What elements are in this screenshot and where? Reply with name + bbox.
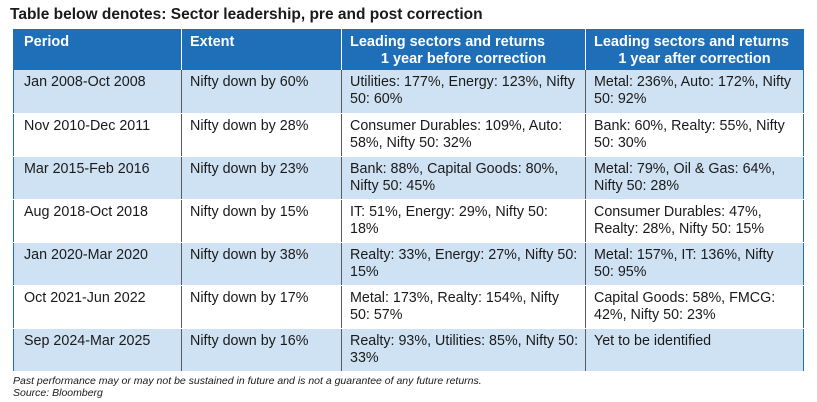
cell-after: Metal: 236%, Auto: 172%, Nifty 50: 92% (585, 70, 804, 114)
header-extent: Extent (181, 29, 342, 70)
source-text: Source: Bloomberg (13, 387, 103, 399)
header-after: Leading sectors and returns 1 year after … (585, 29, 804, 70)
header-period: Period (13, 29, 182, 70)
cell-extent: Nifty down by 16% (181, 328, 342, 372)
table-header-row: Period Extent Leading sectors and return… (13, 29, 804, 70)
cell-before: Metal: 173%, Realty: 154%, Nifty 50: 57% (341, 285, 586, 329)
cell-period: Jan 2020-Mar 2020 (13, 242, 182, 286)
cell-extent: Nifty down by 60% (181, 70, 342, 114)
table-row: Aug 2018-Oct 2018 Nifty down by 15% IT: 51… (13, 199, 804, 243)
table-row: Nov 2010-Dec 2011 Nifty down by 28% Consum… (13, 113, 804, 157)
table-row: Jan 2008-Oct 2008 Nifty down by 60% Utilit… (13, 70, 804, 114)
table-row: Sep 2024-Mar 2025 Nifty down by 16% Realty… (13, 328, 804, 372)
table-row: Mar 2015-Feb 2016 Nifty down by 23% Bank: … (13, 156, 804, 200)
cell-period: Mar 2015-Feb 2016 (13, 156, 182, 200)
cell-extent: Nifty down by 17% (181, 285, 342, 329)
cell-before: Consumer Durables: 109%, Auto: 58%, Nift… (341, 113, 586, 157)
cell-extent: Nifty down by 15% (181, 199, 342, 243)
cell-before: Realty: 93%, Utilities: 85%, Nifty 50: 3… (341, 328, 586, 372)
cell-extent: Nifty down by 23% (181, 156, 342, 200)
cell-before: Realty: 33%, Energy: 27%, Nifty 50: 15% (341, 242, 586, 286)
cell-period: Jan 2008-Oct 2008 (13, 70, 182, 114)
cell-period: Aug 2018-Oct 2018 (13, 199, 182, 243)
cell-after: Capital Goods: 58%, FMCG: 42%, Nifty 50:… (585, 285, 804, 329)
disclaimer-text: Past performance may or may not be susta… (13, 375, 482, 387)
cell-after: Bank: 60%, Realty: 55%, Nifty 50: 30% (585, 113, 804, 157)
cell-before: IT: 51%, Energy: 29%, Nifty 50: 18% (341, 199, 586, 243)
cell-before: Bank: 88%, Capital Goods: 80%, Nifty 50:… (341, 156, 586, 200)
cell-period: Nov 2010-Dec 2011 (13, 113, 182, 157)
cell-after: Consumer Durables: 47%, Realty: 28%, Nif… (585, 199, 804, 243)
cell-after: Metal: 79%, Oil & Gas: 64%, Nifty 50: 28… (585, 156, 804, 200)
cell-period: Sep 2024-Mar 2025 (13, 328, 182, 372)
table-row: Jan 2020-Mar 2020 Nifty down by 38% Realty… (13, 242, 804, 286)
cell-extent: Nifty down by 28% (181, 113, 342, 157)
footnote: Past performance may or may not be susta… (13, 375, 482, 399)
header-before: Leading sectors and returns 1 year before… (341, 29, 586, 70)
cell-before: Utilities: 177%, Energy: 123%, Nifty 50:… (341, 70, 586, 114)
cell-after: Metal: 157%, IT: 136%, Nifty 50: 95% (585, 242, 804, 286)
sector-leadership-table: Period Extent Leading sectors and return… (13, 29, 804, 372)
table-row: Oct 2021-Jun 2022 Nifty down by 17% Metal:… (13, 285, 804, 329)
cell-period: Oct 2021-Jun 2022 (13, 285, 182, 329)
cell-after: Yet to be identified (585, 328, 804, 372)
table-title: Table below denotes: Sector leadership, … (10, 6, 483, 23)
cell-extent: Nifty down by 38% (181, 242, 342, 286)
